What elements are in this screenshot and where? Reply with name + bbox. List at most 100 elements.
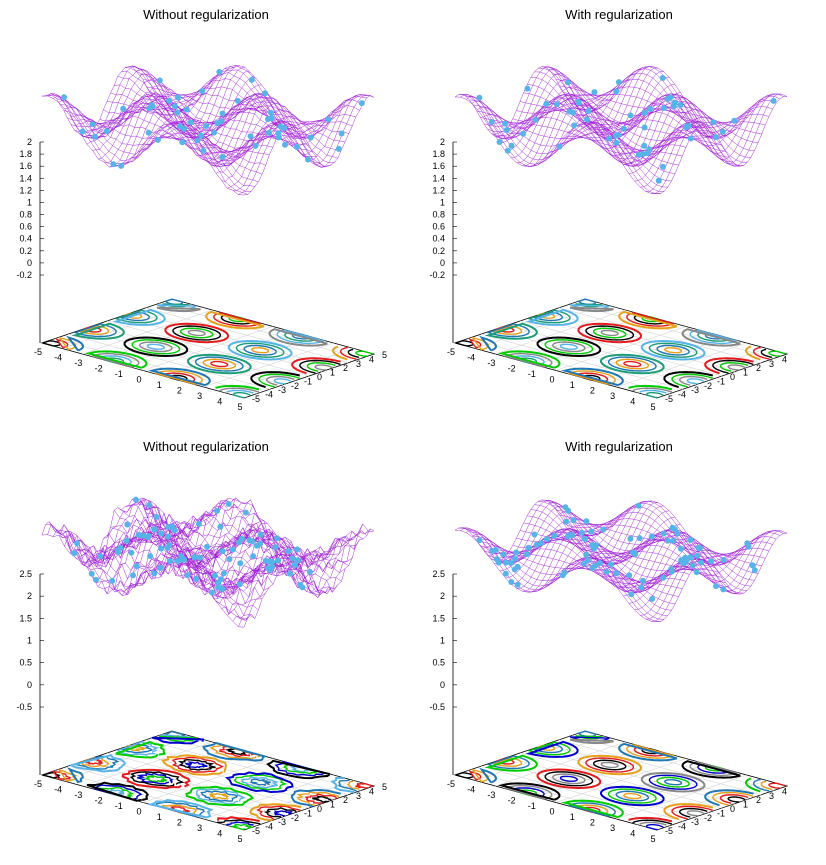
surface-line [462,94,665,192]
data-point [282,141,288,148]
contour-line [232,392,251,399]
data-point [307,134,314,141]
y-tick-label: -3 [278,385,286,395]
surface-line [142,504,346,574]
surface-line [487,542,690,588]
contour-line [304,793,338,804]
surface-line [584,500,788,564]
surface-line [530,77,733,163]
data-point [88,570,95,577]
data-point [613,570,620,577]
contour-line [607,356,657,372]
surface-line [96,97,299,157]
floor-grid-line [163,763,294,809]
floor-grid-line [158,735,362,791]
data-point [660,105,667,111]
surface-line [491,536,694,591]
data-point [198,132,205,139]
x-tick-label: -5 [447,347,455,357]
contour-line [678,375,708,386]
data-point [600,526,607,533]
chart-title: Without regularization [143,439,269,454]
z-tick-label: 0 [27,680,32,690]
contour-line [42,340,61,347]
data-point [358,100,365,107]
contour-line [185,785,255,807]
data-point [216,69,223,75]
surface-line [96,532,299,585]
contour-line [656,776,690,788]
data-point [164,544,171,551]
data-point [226,556,233,563]
data-point [281,125,287,131]
data-point [578,529,585,536]
contour-line [561,799,624,819]
data-point [525,544,532,551]
x-tick-label: 3 [197,823,202,833]
x-tick-label: -3 [74,790,82,800]
surface-line [534,71,737,166]
y-tick-label: -4 [678,390,686,400]
surface-line [516,108,719,141]
surface-line [487,109,690,160]
data-point [570,517,577,524]
contour-line [266,759,331,780]
data-point [174,109,181,116]
surface-line [146,86,349,134]
contour-line [202,358,237,370]
x-tick-label: -2 [508,796,516,806]
data-point [565,507,572,514]
chart-2: Without regularization 2.5 2 1.5 1 0.5 0 -0.5 -5… [16,439,387,844]
data-point [514,581,521,588]
contour-line [663,371,714,389]
data-point [551,532,558,539]
data-point [770,97,777,104]
y-tick-label: 4 [369,786,374,796]
contour-line [129,771,185,787]
contour-line [760,348,773,359]
data-point [268,115,275,122]
contour-line [618,310,678,330]
data-point [641,124,648,131]
data-point [103,128,110,135]
floor-grid-line [558,307,762,364]
contour-line [209,792,230,800]
x-tick-label: 1 [157,812,162,822]
contour-line [525,740,579,758]
data-point [157,564,164,571]
data-point [670,537,677,544]
data-point [199,88,206,95]
data-point [285,548,292,555]
surface-mesh [41,497,375,628]
data-point [584,557,591,564]
contour-line [355,350,374,357]
y-tick-label: 2 [343,363,348,373]
surface-line [476,540,679,597]
data-point [641,142,648,149]
data-point [93,576,99,583]
data-point [61,94,67,101]
data-point [720,557,727,563]
data-point [219,154,226,160]
contour-line [177,758,216,771]
data-point [200,147,207,154]
data-point [476,94,483,101]
data-point [338,130,345,137]
contour-line [227,339,293,361]
data-point [626,572,633,579]
data-point [575,98,582,105]
surface-line [171,498,375,567]
chart-3: With regularization2.521.510.50-0.5-5-4-… [429,439,789,844]
floor-grid-line [532,316,736,372]
z-tick-label: 1.2 [19,185,32,195]
z-tick-label: 1 [27,636,32,646]
z-tick-label: 0.4 [19,234,32,244]
surface-line [509,98,712,156]
contour-line [338,779,357,792]
data-point [144,533,151,540]
contour-line [139,341,173,353]
z-tick-label: 2 [27,591,32,601]
z-tick-label: 2 [440,137,445,147]
contour-line [172,325,222,341]
data-point [589,542,596,549]
